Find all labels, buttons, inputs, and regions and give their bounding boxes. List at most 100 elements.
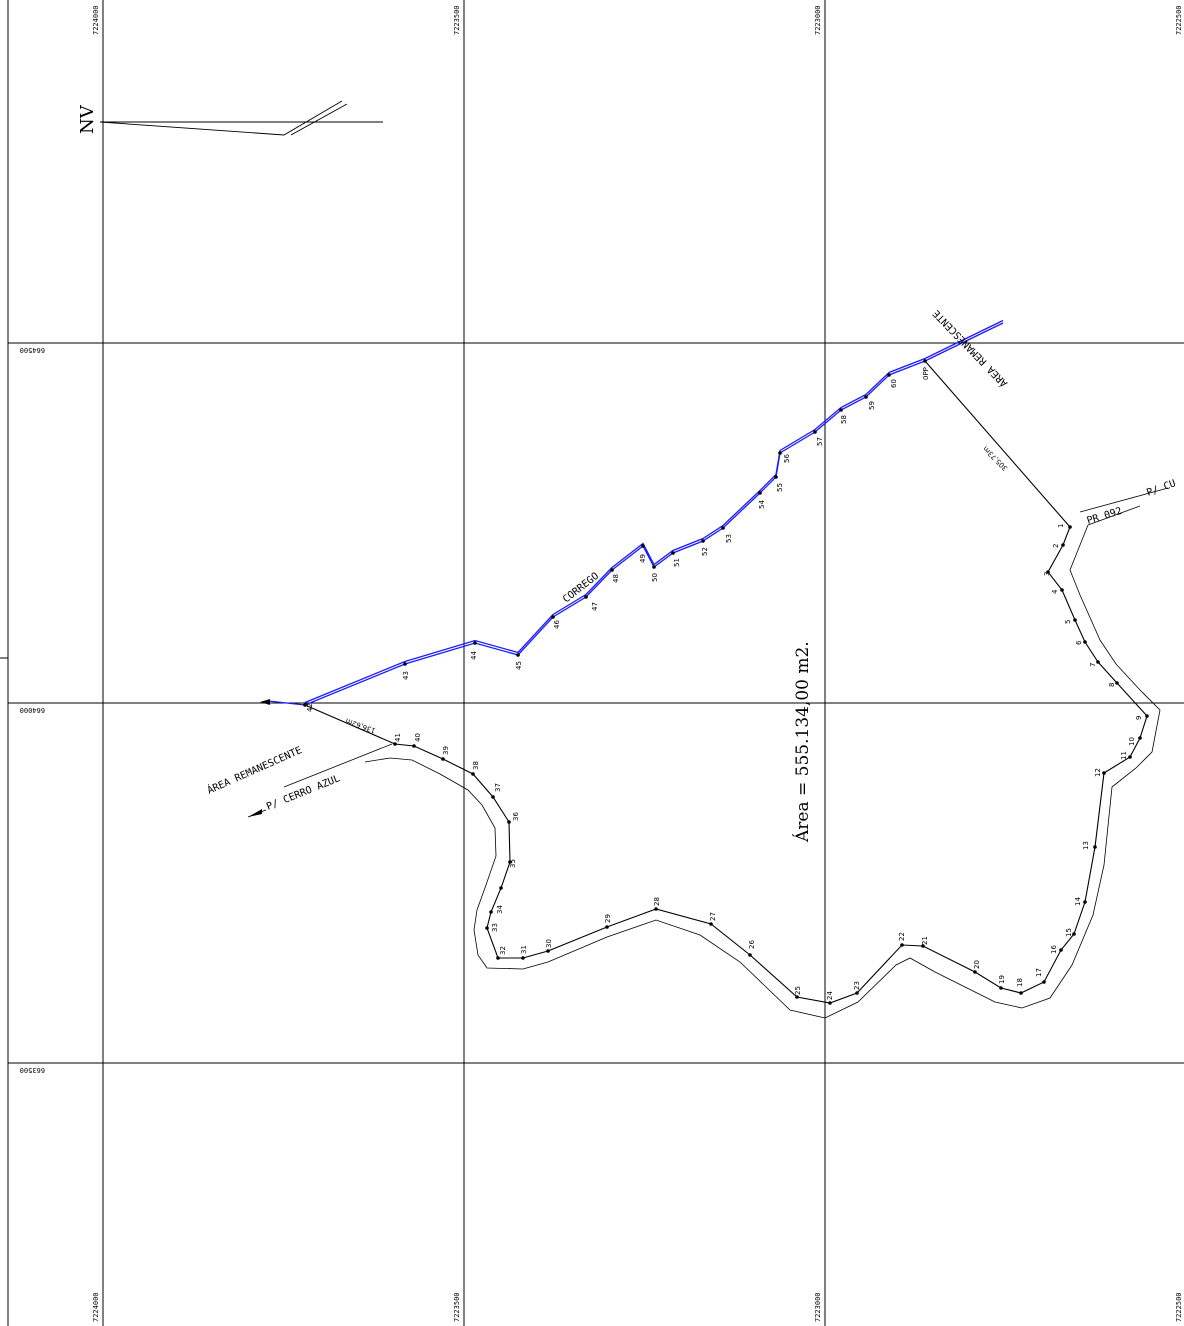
point-label: 45 xyxy=(515,661,523,670)
point-label: 18 xyxy=(1016,978,1024,987)
north-indicator: NV xyxy=(77,100,383,136)
boundary-vertex xyxy=(864,395,868,399)
point-label: 9 xyxy=(1135,716,1143,720)
boundary-vertex xyxy=(828,1001,832,1005)
stream-arrow-icon xyxy=(260,699,270,705)
point-label: 37 xyxy=(494,783,502,792)
point-label: 34 xyxy=(496,905,504,914)
boundary-vertex xyxy=(491,795,495,799)
road-pr092-edge xyxy=(1079,487,1169,513)
road-pu-cu-label: P/ CU xyxy=(1145,478,1177,499)
boundary-vertex xyxy=(1073,618,1077,622)
stream-line-parallel xyxy=(304,319,1004,704)
point-label: 50 xyxy=(651,573,659,582)
point-label: 47 xyxy=(591,602,599,611)
point-label: 57 xyxy=(816,437,824,446)
boundary-vertex xyxy=(795,995,799,999)
area-label: Área = 555.134,00 m2. xyxy=(792,641,813,843)
point-label: 59 xyxy=(868,401,876,410)
point-label: 53 xyxy=(725,534,733,543)
boundary-vertex xyxy=(813,430,817,434)
boundary-vertex xyxy=(441,757,445,761)
boundary-vertex xyxy=(999,986,1003,990)
boundary-point-labels: 0PP1234567891011121314151617181920212223… xyxy=(306,367,1143,1000)
point-label: 2 xyxy=(1052,544,1060,548)
boundary-vertex xyxy=(748,953,752,957)
point-label: 25 xyxy=(794,986,802,995)
distance-label: 305,73m xyxy=(981,444,1009,472)
area-remanescente-left-label: ÁREA REMANESCENTE xyxy=(205,743,304,797)
boundary-vertex xyxy=(839,408,843,412)
point-label: 5 xyxy=(1064,620,1072,624)
grid-x-label: 7223500 xyxy=(453,1292,461,1322)
boundary-vertex xyxy=(393,742,397,746)
boundary-vertex xyxy=(489,910,493,914)
point-label: 23 xyxy=(853,981,861,990)
point-label: 24 xyxy=(826,991,834,1000)
boundary-vertex xyxy=(855,991,859,995)
point-label: 26 xyxy=(748,940,756,949)
boundary-vertex xyxy=(1042,980,1046,984)
boundary-vertex xyxy=(605,925,609,929)
point-label: 28 xyxy=(653,897,661,906)
north-needle-parallel xyxy=(290,103,348,136)
boundary-vertex xyxy=(641,544,645,548)
point-label: 33 xyxy=(491,923,499,932)
point-label: 58 xyxy=(840,415,848,424)
arrow-left-icon xyxy=(248,809,262,817)
grid-x-label: 7224000 xyxy=(92,1292,100,1322)
boundary-vertex xyxy=(471,772,475,776)
grid-x-label: 7223000 xyxy=(814,1292,822,1322)
point-label: 35 xyxy=(509,859,517,868)
point-label: 39 xyxy=(442,746,450,755)
grid-x-label: 7224000 xyxy=(92,5,100,35)
point-label: 13 xyxy=(1082,841,1090,850)
boundary-vertex xyxy=(551,615,555,619)
point-label: 46 xyxy=(553,620,561,629)
grid-x-label: 7223500 xyxy=(453,5,461,35)
boundary-vertex xyxy=(973,970,977,974)
point-label: 51 xyxy=(673,558,681,567)
boundary-vertex xyxy=(1072,932,1076,936)
boundary-vertex xyxy=(671,551,675,555)
boundary-vertex xyxy=(758,491,762,495)
boundary-vertex xyxy=(584,595,588,599)
point-label: 27 xyxy=(709,912,717,921)
road-cerro-azul-edge xyxy=(283,743,393,788)
boundary-vertex xyxy=(1145,714,1149,718)
boundary-vertex xyxy=(610,568,614,572)
boundary-vertex xyxy=(412,744,416,748)
boundary-vertex xyxy=(508,860,512,864)
stream-line xyxy=(267,322,1004,706)
point-label: 14 xyxy=(1074,897,1082,906)
grid-y-label: 663500 xyxy=(20,1066,45,1074)
point-label: 42 xyxy=(306,703,314,712)
boundary-vertex xyxy=(774,475,778,479)
point-label: 15 xyxy=(1065,928,1073,937)
boundary-vertex xyxy=(721,526,725,530)
boundary-vertex xyxy=(1093,845,1097,849)
point-label: 32 xyxy=(499,946,507,955)
point-label: 3 xyxy=(1043,572,1051,576)
road-edges xyxy=(283,487,1169,788)
point-label: 6 xyxy=(1075,640,1083,645)
road-outer-line xyxy=(364,524,1161,1019)
boundary-vertex xyxy=(303,703,307,707)
point-label: 7 xyxy=(1089,663,1097,667)
grid-y-label: 664000 xyxy=(20,706,45,714)
boundary-vertex xyxy=(923,359,927,363)
north-needle xyxy=(99,100,343,136)
point-label: 52 xyxy=(701,547,709,556)
point-label: 49 xyxy=(639,554,647,563)
point-label: 16 xyxy=(1050,945,1058,954)
boundary-vertex xyxy=(507,820,511,824)
point-label: 38 xyxy=(472,761,480,770)
boundary-vertex xyxy=(1128,755,1132,759)
north-label: NV xyxy=(77,104,98,134)
grid-x-label: 7222500 xyxy=(1175,1292,1183,1322)
point-label: 8 xyxy=(1108,683,1116,687)
point-label: 21 xyxy=(921,936,929,945)
distance-label: 136,62m xyxy=(344,716,376,734)
boundary-vertex xyxy=(473,641,477,645)
